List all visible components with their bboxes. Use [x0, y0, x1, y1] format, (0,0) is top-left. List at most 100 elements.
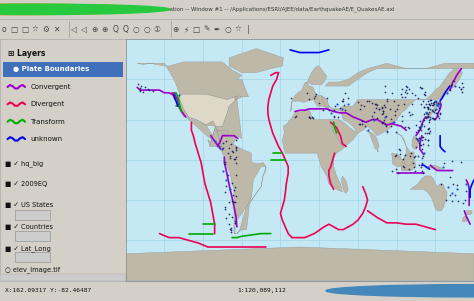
Point — [228, 215, 236, 220]
Point — [419, 99, 427, 104]
Polygon shape — [412, 136, 418, 149]
Point — [330, 115, 337, 120]
Point — [424, 105, 432, 110]
Point — [229, 199, 237, 203]
Point — [432, 107, 440, 111]
Point — [221, 160, 229, 164]
Point — [417, 128, 425, 133]
Point — [391, 99, 398, 104]
Polygon shape — [283, 110, 346, 192]
Point — [440, 161, 448, 166]
Point — [389, 120, 396, 125]
Point — [371, 117, 378, 122]
Point — [308, 115, 316, 119]
Point — [222, 183, 229, 188]
Point — [394, 103, 402, 107]
Point — [426, 103, 434, 107]
Point — [221, 206, 228, 211]
Text: ArcExplorer-Java Edition for Education -- Window #1 -- /Applications/ESRI/AJEE/d: ArcExplorer-Java Edition for Education -… — [79, 7, 395, 12]
Point — [229, 149, 237, 154]
Point — [145, 88, 153, 92]
Point — [225, 145, 232, 150]
Text: ☆: ☆ — [235, 25, 241, 34]
Point — [448, 191, 456, 196]
Point — [425, 102, 432, 107]
Polygon shape — [325, 63, 474, 86]
Point — [414, 95, 421, 100]
Point — [408, 101, 416, 106]
Point — [356, 107, 364, 112]
Point — [392, 152, 400, 157]
Point — [225, 212, 233, 216]
Point — [457, 86, 465, 91]
Point — [230, 187, 238, 192]
Point — [410, 155, 418, 160]
Point — [439, 164, 447, 169]
Point — [373, 115, 381, 120]
Point — [226, 154, 234, 159]
Point — [392, 129, 399, 134]
Text: □: □ — [192, 25, 200, 34]
Text: □: □ — [21, 25, 28, 34]
Point — [345, 101, 352, 106]
Text: ⚙: ⚙ — [42, 25, 49, 34]
Point — [447, 192, 454, 197]
Text: ⊕: ⊕ — [101, 25, 108, 34]
Point — [422, 109, 430, 114]
Point — [449, 181, 456, 186]
Point — [434, 113, 442, 118]
Point — [356, 121, 363, 126]
Point — [448, 158, 456, 163]
Point — [457, 160, 465, 165]
Point — [136, 88, 144, 93]
Point — [417, 101, 425, 106]
Point — [232, 147, 240, 152]
Point — [398, 119, 406, 124]
Point — [433, 101, 441, 106]
Point — [378, 121, 385, 126]
Point — [134, 81, 142, 86]
Text: ✒: ✒ — [214, 25, 220, 34]
Point — [231, 156, 238, 161]
Point — [233, 154, 240, 159]
Point — [227, 141, 235, 146]
Point — [401, 90, 409, 95]
Point — [417, 124, 424, 129]
Point — [411, 92, 419, 97]
Point — [463, 182, 470, 186]
Point — [424, 112, 432, 116]
Point — [431, 100, 438, 105]
Point — [406, 154, 413, 158]
Point — [383, 113, 390, 118]
Point — [387, 123, 395, 128]
Point — [396, 148, 404, 153]
Point — [414, 128, 422, 132]
Point — [421, 104, 428, 109]
Point — [451, 84, 458, 88]
Text: |: | — [247, 25, 250, 34]
Text: ⊕: ⊕ — [91, 25, 98, 34]
Point — [426, 97, 434, 102]
Point — [436, 116, 443, 121]
Point — [448, 198, 456, 203]
Point — [309, 115, 317, 120]
Point — [380, 108, 387, 113]
Point — [382, 123, 389, 128]
Point — [454, 183, 461, 188]
Point — [340, 102, 348, 107]
Point — [330, 114, 338, 119]
Text: ⚡: ⚡ — [183, 25, 189, 34]
Point — [341, 91, 349, 95]
Point — [420, 111, 428, 116]
Point — [415, 135, 423, 140]
Point — [381, 121, 389, 126]
Point — [436, 102, 443, 107]
Point — [418, 122, 426, 126]
Point — [221, 162, 229, 166]
Point — [417, 125, 424, 130]
Point — [426, 131, 433, 135]
Point — [429, 116, 437, 120]
Point — [412, 135, 420, 140]
Text: ☆: ☆ — [32, 25, 38, 34]
Point — [233, 145, 240, 150]
